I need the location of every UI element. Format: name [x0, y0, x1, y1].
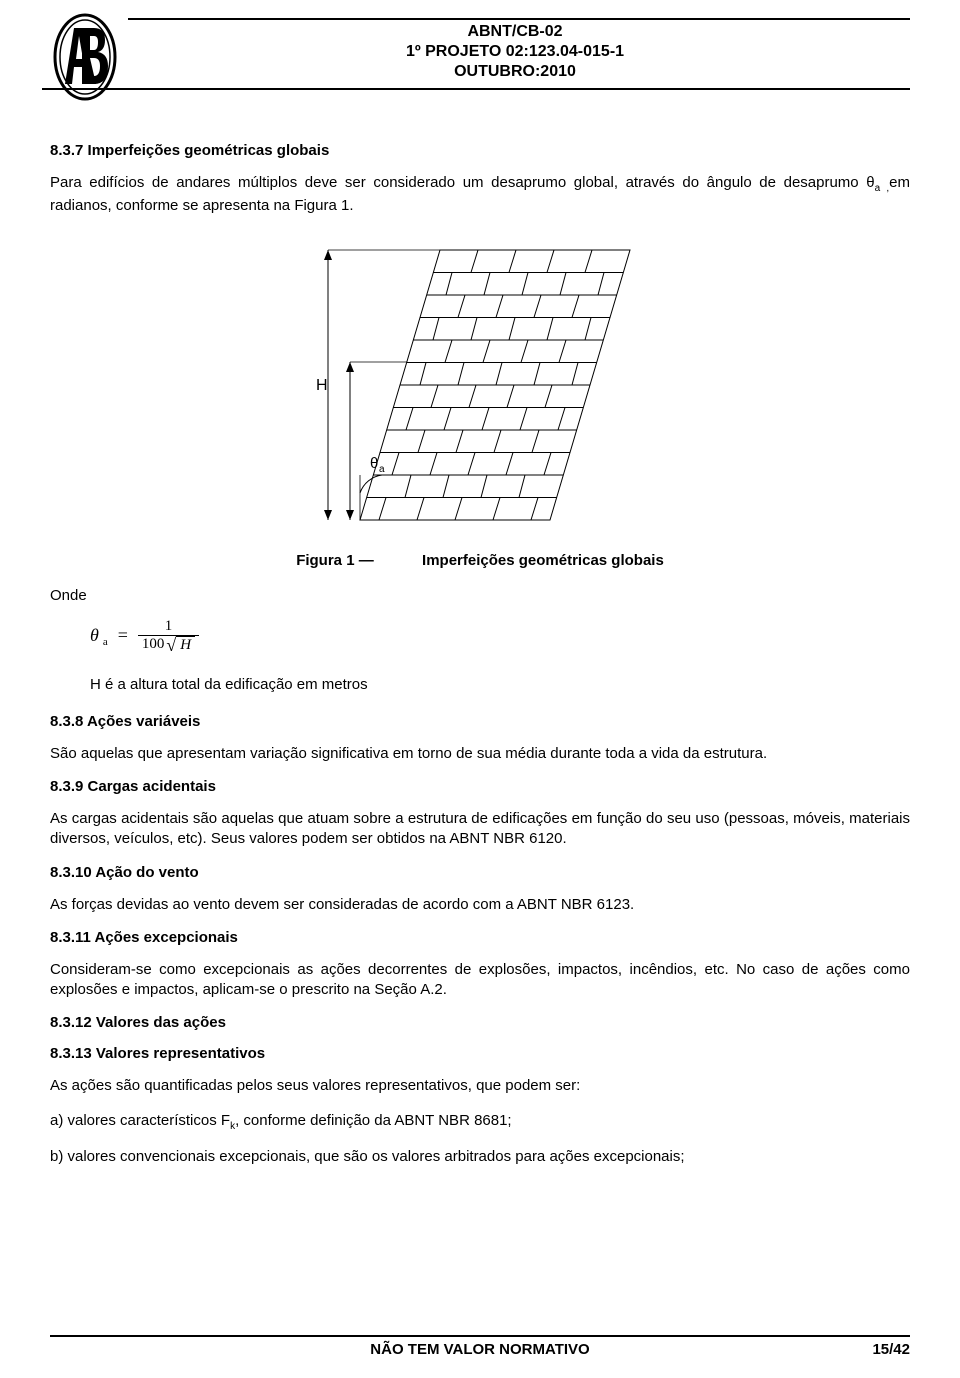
section-8-3-9-title: 8.3.9 Cargas acidentais — [50, 778, 910, 795]
onde-label: Onde — [50, 587, 910, 604]
svg-text:θ: θ — [370, 455, 378, 472]
section-8-3-7-body: Para edifícios de andares múltiplos deve… — [50, 173, 910, 216]
figure-1-caption: Figura 1 — Imperfeições geométricas glob… — [50, 552, 910, 569]
section-8-3-7-title: 8.3.7 Imperfeições geométricas globais — [50, 142, 910, 159]
section-8-3-13-title: 8.3.13 Valores representativos — [50, 1045, 910, 1062]
h-definition: H é a altura total da edificação em metr… — [90, 676, 910, 693]
section-8-3-8-body: São aquelas que apresentam variação sign… — [50, 744, 910, 764]
header-line3: OUTUBRO:2010 — [120, 62, 910, 82]
footer-page: 15/42 — [872, 1341, 910, 1358]
figure-1: H θ a — [50, 230, 910, 534]
section-8-3-10-title: 8.3.10 Ação do vento — [50, 864, 910, 881]
list-item-b: b) valores convencionais excepcionais, q… — [50, 1147, 910, 1167]
footer-center: NÃO TEM VALOR NORMATIVO — [370, 1341, 589, 1358]
section-8-3-13-body: As ações são quantificadas pelos seus va… — [50, 1076, 910, 1096]
header-line1: ABNT/CB-02 — [120, 22, 910, 42]
formula-theta: θ a = 1 100 √ H — [90, 618, 910, 654]
section-8-3-11-body: Consideram-se como excepcionais as ações… — [50, 960, 910, 1001]
section-8-3-10-body: As forças devidas ao vento devem ser con… — [50, 895, 910, 915]
page-footer: NÃO TEM VALOR NORMATIVO 15/42 — [50, 1335, 910, 1358]
list-item-a: a) valores característicos Fk, conforme … — [50, 1111, 910, 1134]
section-8-3-11-title: 8.3.11 Ações excepcionais — [50, 929, 910, 946]
section-8-3-9-body: As cargas acidentais são aquelas que atu… — [50, 809, 910, 850]
figure-h-label: H — [316, 377, 328, 394]
header-line2: 1º PROJETO 02:123.04-015-1 — [120, 42, 910, 62]
section-8-3-8-title: 8.3.8 Ações variáveis — [50, 713, 910, 730]
page-header: ABNT/CB-02 1º PROJETO 02:123.04-015-1 OU… — [50, 18, 910, 102]
svg-text:a: a — [379, 464, 385, 475]
section-8-3-12-title: 8.3.12 Valores das ações — [50, 1014, 910, 1031]
